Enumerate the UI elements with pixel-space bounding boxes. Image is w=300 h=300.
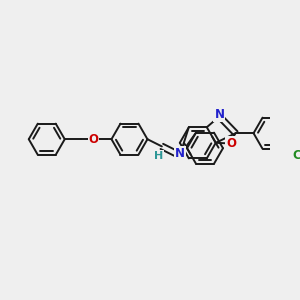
- Text: H: H: [154, 151, 163, 161]
- Text: N: N: [175, 147, 185, 160]
- Text: Cl: Cl: [292, 149, 300, 163]
- Text: O: O: [88, 133, 98, 146]
- Text: O: O: [226, 137, 236, 150]
- Text: N: N: [214, 108, 224, 121]
